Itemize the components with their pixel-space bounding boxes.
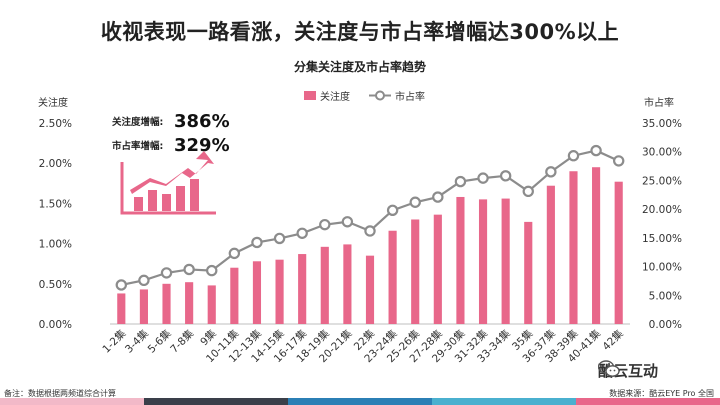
attention-growth-value: 386% (174, 111, 230, 132)
attention-growth-label: 关注度增幅: (112, 116, 163, 128)
bar (501, 198, 510, 324)
bar (365, 255, 375, 324)
bar (185, 282, 194, 324)
bar (433, 214, 442, 324)
legend-line-label: 市占率 (395, 90, 425, 103)
line-point (499, 170, 512, 182)
line-point (545, 166, 557, 178)
bar (388, 230, 397, 324)
bar (117, 293, 126, 324)
share-growth-value: 329% (174, 135, 230, 156)
bar (162, 283, 171, 324)
bar (569, 171, 578, 324)
brand-logo: 酷云互动 (598, 360, 658, 381)
legend-bar-swatch (304, 91, 316, 100)
bar (546, 185, 555, 324)
y-left-tick-label: 0.50% (39, 279, 72, 291)
y-left-tick-label: 0.00% (39, 319, 72, 331)
footer-color-bar (0, 398, 720, 405)
y-left-tick-label: 1.50% (39, 198, 72, 210)
footer-bar-segment (144, 398, 288, 405)
line-point (319, 218, 331, 231)
y-right-ticks: 0.00% 5.00% 10.00% 15.00% 20.00% 25.00% 30.00%… (642, 118, 682, 331)
bar (411, 219, 420, 324)
y-left-tick-label: 2.50% (39, 118, 72, 130)
line-point (296, 227, 308, 239)
x-tick-label: 5-6集 (145, 327, 174, 356)
line-point (432, 191, 444, 203)
y-right-tick-label: 20.00% (642, 204, 682, 216)
x-tick-label: 7-8集 (168, 327, 197, 356)
y-right-tick-label: 10.00% (642, 262, 682, 274)
bar (456, 196, 465, 324)
line-series (115, 144, 625, 291)
line-point (341, 216, 354, 228)
y-right-title: 市占率 (644, 96, 674, 109)
bar (592, 167, 601, 324)
chart-title: 分集关注度及市占率趋势 (293, 60, 426, 74)
line-point (567, 150, 580, 162)
line-point (273, 232, 286, 245)
line-point (612, 155, 625, 167)
line-point (386, 204, 399, 216)
bar (298, 254, 307, 324)
line-point (228, 247, 241, 260)
x-tick-label: 1-2集 (100, 327, 129, 356)
footer-bar-segment (288, 398, 432, 405)
line-point (590, 144, 602, 157)
bar (614, 181, 623, 324)
y-right-tick-label: 30.00% (642, 147, 682, 159)
y-left-tick-label: 2.00% (39, 158, 72, 170)
line-point (206, 264, 218, 277)
footer-source: 数据来源：酷云EYE Pro 全国 (609, 389, 714, 398)
y-left-ticks: 0.00% 0.50% 1.00% 1.50% 2.00% 2.50% (39, 118, 72, 331)
line-point (251, 236, 263, 249)
line-point (138, 274, 150, 287)
y-right-tick-label: 35.00% (642, 118, 682, 130)
legend-bar-label: 关注度 (320, 90, 350, 103)
bar (320, 246, 329, 324)
growth-chart-icon (120, 151, 216, 215)
line-point (522, 185, 534, 198)
bar-series (117, 167, 623, 324)
bar (252, 261, 262, 324)
y-right-tick-label: 15.00% (642, 233, 682, 245)
bar (207, 285, 216, 324)
wechat-icon (598, 360, 620, 377)
footer-bar-segment (576, 398, 720, 405)
x-tick-labels: 1-2集3-4集5-6集7-8集 9集10-11集12-13集14-15集16-1… (100, 327, 626, 366)
x-tick-label: 3-4集 (122, 327, 151, 356)
y-right-tick-label: 5.00% (649, 290, 682, 302)
legend-line-marker (375, 90, 385, 101)
bar (478, 199, 488, 324)
line-point (364, 225, 376, 237)
bar (139, 289, 148, 324)
bar (343, 244, 352, 324)
bar (230, 267, 239, 324)
x-tick-label: 42集 (600, 327, 626, 353)
y-left-tick-label: 1.00% (39, 239, 72, 251)
bar (524, 221, 533, 324)
bar (275, 259, 284, 324)
footer-bar-segment (0, 398, 144, 405)
y-left-title: 关注度 (38, 96, 68, 109)
line-point (115, 279, 128, 291)
line-point (454, 175, 467, 188)
line-point (477, 172, 489, 184)
footer-bar-segment (432, 398, 576, 405)
y-right-tick-label: 0.00% (649, 319, 682, 331)
page-title: 收视表现一路看涨，关注度与市占率增幅达300%以上 (100, 20, 620, 44)
line-point (160, 267, 173, 279)
line-point (183, 263, 195, 276)
y-right-tick-label: 25.00% (642, 175, 682, 187)
footer-note: 备注：数据根据两频道综合计算 (4, 389, 116, 398)
line-point (409, 196, 421, 208)
share-growth-label: 市占率增幅: (112, 140, 163, 152)
